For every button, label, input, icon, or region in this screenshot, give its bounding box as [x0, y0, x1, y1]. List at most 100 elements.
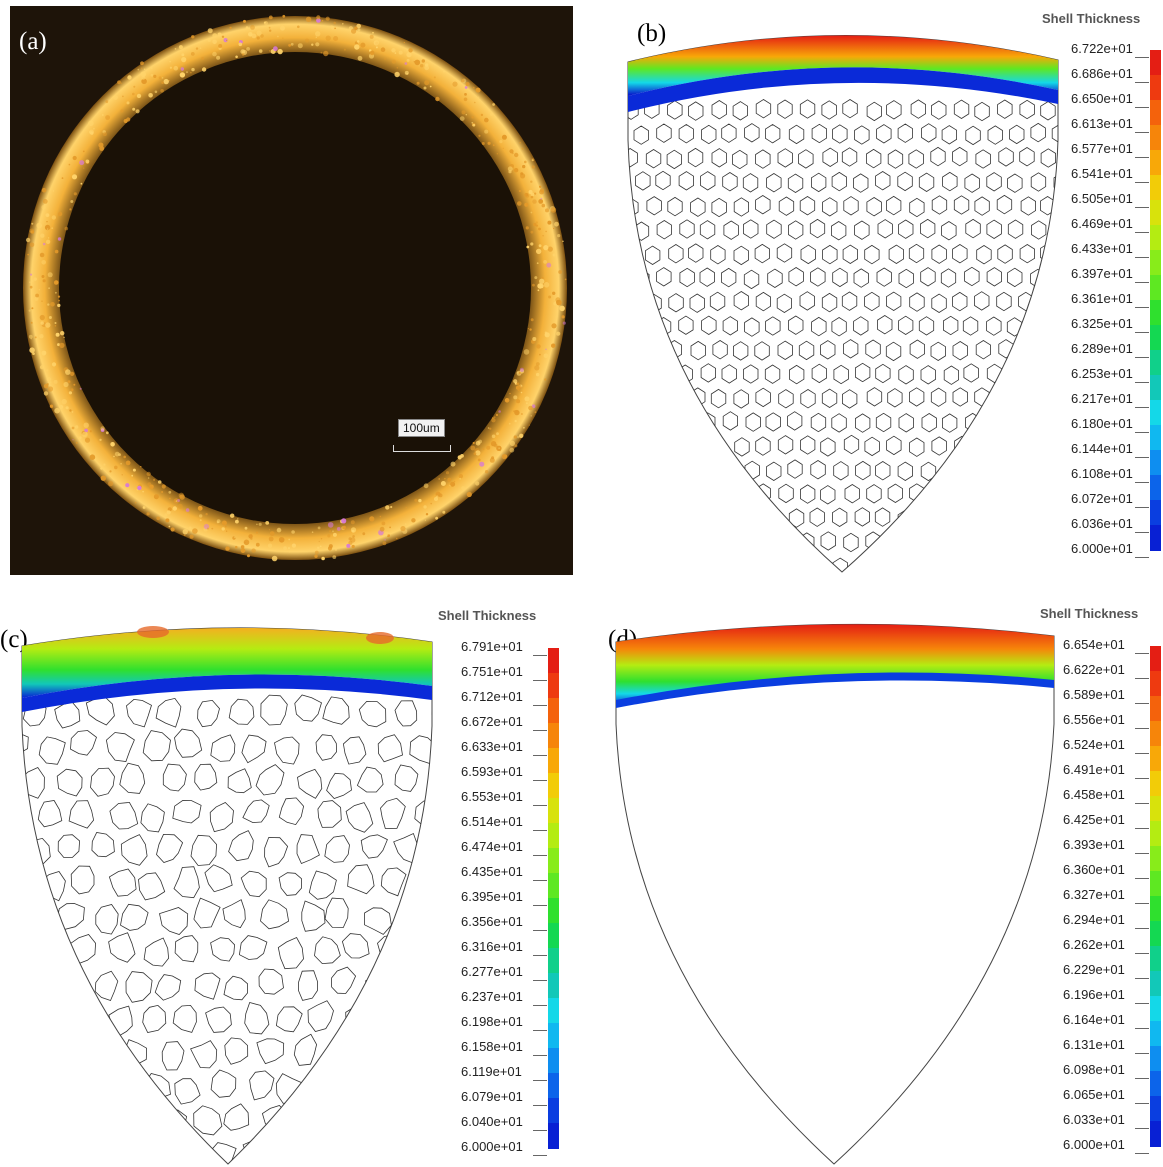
speckle [470, 445, 476, 451]
speckle [55, 332, 60, 337]
colorbar-segment [1150, 150, 1161, 176]
grain-cell [820, 340, 836, 360]
grain-cell [646, 531, 662, 552]
grain-cell [278, 797, 305, 826]
hot-spot [137, 626, 169, 638]
speckle [250, 25, 255, 30]
grain-cell [765, 508, 781, 528]
grain-cell [1042, 533, 1058, 553]
grain-cell [909, 339, 926, 359]
speckle [332, 530, 334, 533]
grain-cell [887, 483, 904, 503]
speckle [429, 61, 431, 63]
speckle [123, 118, 128, 124]
speckle [34, 336, 37, 339]
speckle [65, 406, 69, 410]
grain-cell [689, 483, 706, 503]
speckle [509, 440, 515, 446]
colorbar-tick [533, 880, 547, 881]
grain-cell [776, 293, 793, 313]
speckle [533, 398, 535, 400]
grain-cell [744, 123, 760, 143]
speckle [489, 427, 492, 430]
grain-cell [628, 148, 638, 168]
colorbar-tick-label: 6.119e+01 [461, 1064, 522, 1079]
scale-bar [393, 445, 451, 452]
speckle [150, 67, 153, 69]
speckle [351, 28, 357, 34]
speckle [519, 142, 521, 144]
speckle [82, 431, 88, 438]
speckle [54, 325, 57, 327]
speckle [554, 221, 559, 227]
speckle [537, 289, 540, 292]
speckle [207, 38, 211, 42]
speckle [41, 205, 46, 210]
grain-cell [1029, 557, 1045, 573]
grain-cell [678, 124, 694, 144]
grain-cell [743, 219, 759, 239]
speckle [102, 132, 107, 137]
grain-cell [811, 363, 828, 384]
grain-cell [358, 700, 387, 728]
grain-cell [996, 388, 1013, 408]
colorbar-tick-label: 6.397e+01 [1071, 266, 1133, 281]
shell-outline [21, 627, 433, 1165]
speckle [29, 242, 35, 248]
speckle [240, 548, 246, 553]
grain-cell [1041, 434, 1057, 455]
grain-cell [197, 699, 220, 728]
colorbar-segment [1150, 846, 1161, 872]
speckle [369, 50, 375, 56]
grain-cell [227, 768, 252, 794]
grain-cell [1040, 101, 1056, 121]
speckle [305, 16, 312, 22]
speckle [154, 90, 158, 94]
speckle [206, 527, 209, 530]
grain-cell [104, 1145, 131, 1164]
grain-cell [666, 149, 682, 170]
colorbar-tick-label: 6.361e+01 [1071, 291, 1133, 306]
grain-cell [998, 147, 1014, 167]
grain-cell [156, 833, 184, 863]
colorbar-tick [1135, 678, 1149, 679]
grain-cell [995, 485, 1012, 505]
grain-cell [634, 461, 651, 481]
grain-cell [952, 387, 968, 407]
colorbar-tick [1135, 653, 1149, 654]
grain-cell [120, 903, 149, 931]
speckle [186, 71, 188, 73]
speckle [161, 77, 164, 79]
colorbar-tick [533, 805, 547, 806]
speckle [192, 528, 198, 534]
speckle [528, 424, 530, 426]
speckle [478, 134, 481, 137]
grain-cell [1007, 219, 1024, 239]
grain-cell [326, 772, 352, 799]
grain-cell [874, 507, 891, 527]
grain-cell [315, 734, 338, 761]
colorbar-segment [548, 923, 559, 949]
grain-cell [877, 219, 893, 239]
grain-cell [765, 554, 782, 573]
speckle [381, 521, 386, 526]
speckle [195, 47, 199, 50]
grain-cell [393, 832, 421, 864]
shell-thickness-band-b [628, 35, 1058, 96]
grain-cell [864, 291, 880, 312]
grain-cell [1041, 387, 1058, 407]
grain-cell [700, 508, 716, 528]
speckle [335, 549, 337, 551]
grain-cell [865, 339, 881, 359]
speckle [191, 67, 195, 72]
grain-cell [723, 220, 739, 240]
speckle [248, 534, 253, 539]
grain-cell [964, 555, 981, 573]
colorbar-tick-label: 6.294e+01 [1063, 912, 1125, 927]
speckle [539, 185, 542, 188]
speckle [172, 506, 177, 511]
colorbar-segment [1150, 721, 1161, 747]
colorbar-segment [1150, 350, 1161, 376]
grain-cell [721, 267, 737, 288]
grain-cell [889, 579, 904, 580]
